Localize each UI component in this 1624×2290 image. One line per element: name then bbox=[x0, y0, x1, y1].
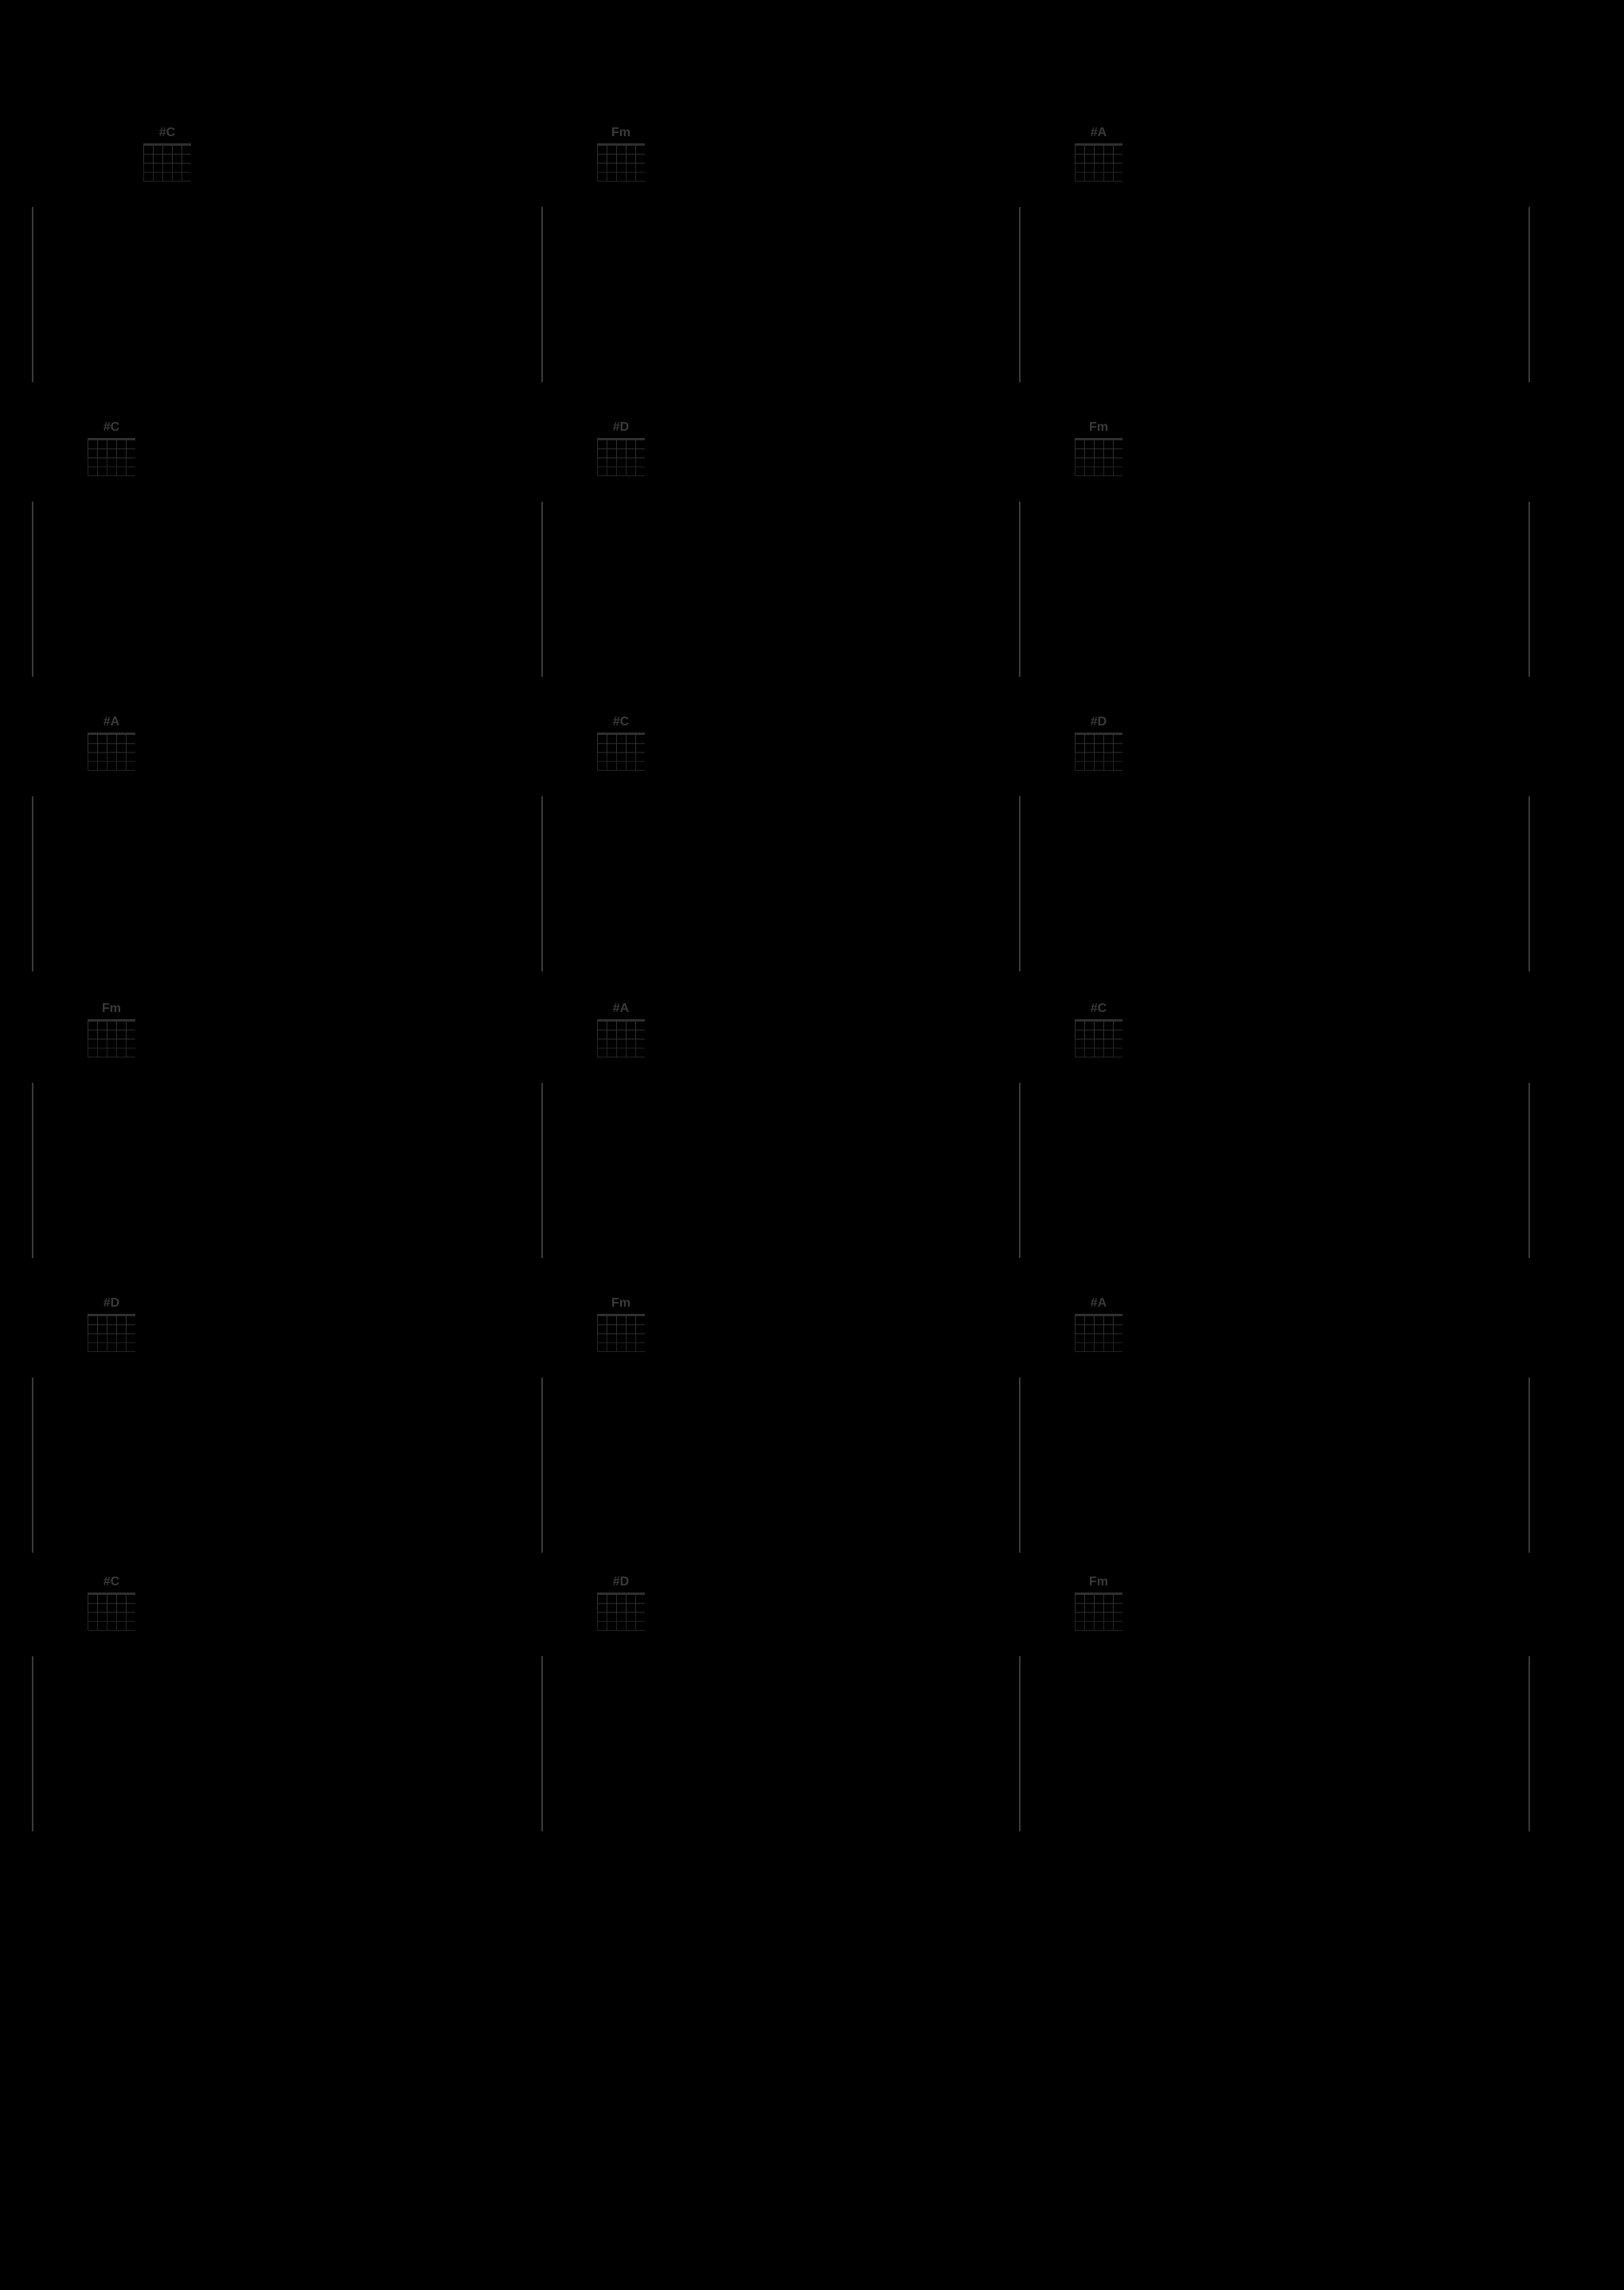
chord-label: #A bbox=[1075, 1296, 1122, 1311]
chord-label: #C bbox=[143, 126, 191, 140]
chord-label: #C bbox=[88, 420, 135, 435]
barline bbox=[541, 1656, 543, 1831]
chord-label: Fm bbox=[88, 1002, 135, 1016]
chord-label: #A bbox=[88, 715, 135, 729]
chord-diagram-grid bbox=[143, 143, 191, 182]
chord-label: #D bbox=[88, 1296, 135, 1311]
barline bbox=[541, 1378, 543, 1553]
barline bbox=[1019, 1378, 1021, 1553]
chord-diagram-grid bbox=[1075, 1019, 1122, 1057]
chord-diagram-grid bbox=[1075, 143, 1122, 182]
chord-diagram-grid bbox=[88, 733, 135, 771]
chord-diagram-grid bbox=[597, 438, 645, 476]
chord-diagram-grid bbox=[88, 1019, 135, 1057]
chord-label: #D bbox=[597, 1575, 645, 1589]
chord-label: #D bbox=[597, 420, 645, 435]
chord-label: Fm bbox=[597, 126, 645, 140]
chord-diagram-grid bbox=[597, 733, 645, 771]
chord-label: Fm bbox=[1075, 420, 1122, 435]
chord-diagram-grid bbox=[88, 438, 135, 476]
chord-diagram-grid bbox=[597, 143, 645, 182]
chord-diagram-grid bbox=[1075, 733, 1122, 771]
chord-diagram-grid bbox=[597, 1314, 645, 1352]
chord-diagram-grid bbox=[597, 1019, 645, 1057]
barline bbox=[541, 1083, 543, 1258]
chord-diagram-grid bbox=[88, 1592, 135, 1631]
barline bbox=[32, 1083, 33, 1258]
chord-diagram-grid bbox=[597, 1592, 645, 1631]
chord-diagram-grid bbox=[88, 1314, 135, 1352]
barline bbox=[32, 1378, 33, 1553]
barline bbox=[1528, 1083, 1530, 1258]
barline bbox=[1019, 1083, 1021, 1258]
chord-label: #C bbox=[88, 1575, 135, 1589]
chord-label: #C bbox=[1075, 1002, 1122, 1016]
barline bbox=[1019, 1656, 1021, 1831]
chord-label: #A bbox=[1075, 126, 1122, 140]
chord-label: #D bbox=[1075, 715, 1122, 729]
barline bbox=[1528, 502, 1530, 677]
chord-label: #A bbox=[597, 1002, 645, 1016]
chord-diagram-grid bbox=[1075, 1592, 1122, 1631]
barline bbox=[541, 796, 543, 971]
barline bbox=[1528, 796, 1530, 971]
chord-label: Fm bbox=[1075, 1575, 1122, 1589]
barline bbox=[1528, 1656, 1530, 1831]
chord-diagram-grid bbox=[1075, 1314, 1122, 1352]
barline bbox=[32, 207, 33, 382]
chord-diagram-grid bbox=[1075, 438, 1122, 476]
chord-label: #C bbox=[597, 715, 645, 729]
barline bbox=[32, 502, 33, 677]
barline bbox=[32, 796, 33, 971]
barline bbox=[1019, 796, 1021, 971]
barline bbox=[541, 502, 543, 677]
chord-label: Fm bbox=[597, 1296, 645, 1311]
barline bbox=[1019, 207, 1021, 382]
barline bbox=[1019, 502, 1021, 677]
barline bbox=[541, 207, 543, 382]
barline bbox=[1528, 1378, 1530, 1553]
barline bbox=[1528, 207, 1530, 382]
barline bbox=[32, 1656, 33, 1831]
